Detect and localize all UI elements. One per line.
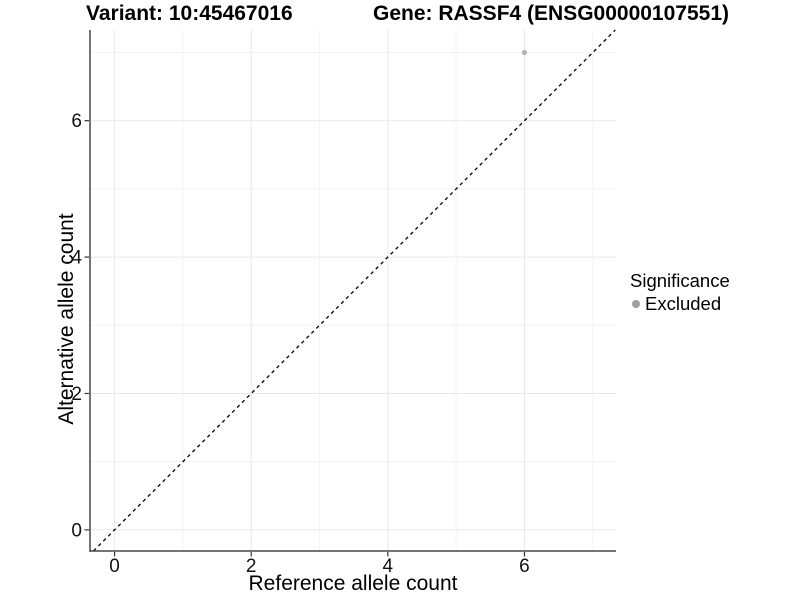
y-tick-label: 0 (71, 520, 82, 541)
y-axis-title: Alternative allele count (55, 213, 78, 425)
plot-title-gene: Gene: RASSF4 (ENSG00000107551) (373, 2, 730, 25)
x-tick-label: 2 (246, 556, 257, 577)
legend-title: Significance (630, 270, 730, 291)
plot-title-variant: Variant: 10:45467016 (86, 2, 293, 25)
x-tick-label: 6 (519, 556, 530, 577)
legend-point-icon (632, 300, 640, 308)
x-tick-label: 0 (109, 556, 120, 577)
y-tick-label: 6 (71, 111, 82, 132)
legend: Significance Excluded (630, 270, 730, 313)
data-point (521, 49, 528, 56)
y-tick-label: 2 (71, 384, 82, 405)
y-tick-label: 4 (71, 248, 82, 269)
legend-item-excluded: Excluded (630, 293, 730, 314)
x-axis-title: Reference allele count (248, 572, 458, 595)
x-tick-label: 4 (383, 556, 394, 577)
identity-line (92, 29, 616, 552)
legend-item-label: Excluded (645, 293, 722, 314)
